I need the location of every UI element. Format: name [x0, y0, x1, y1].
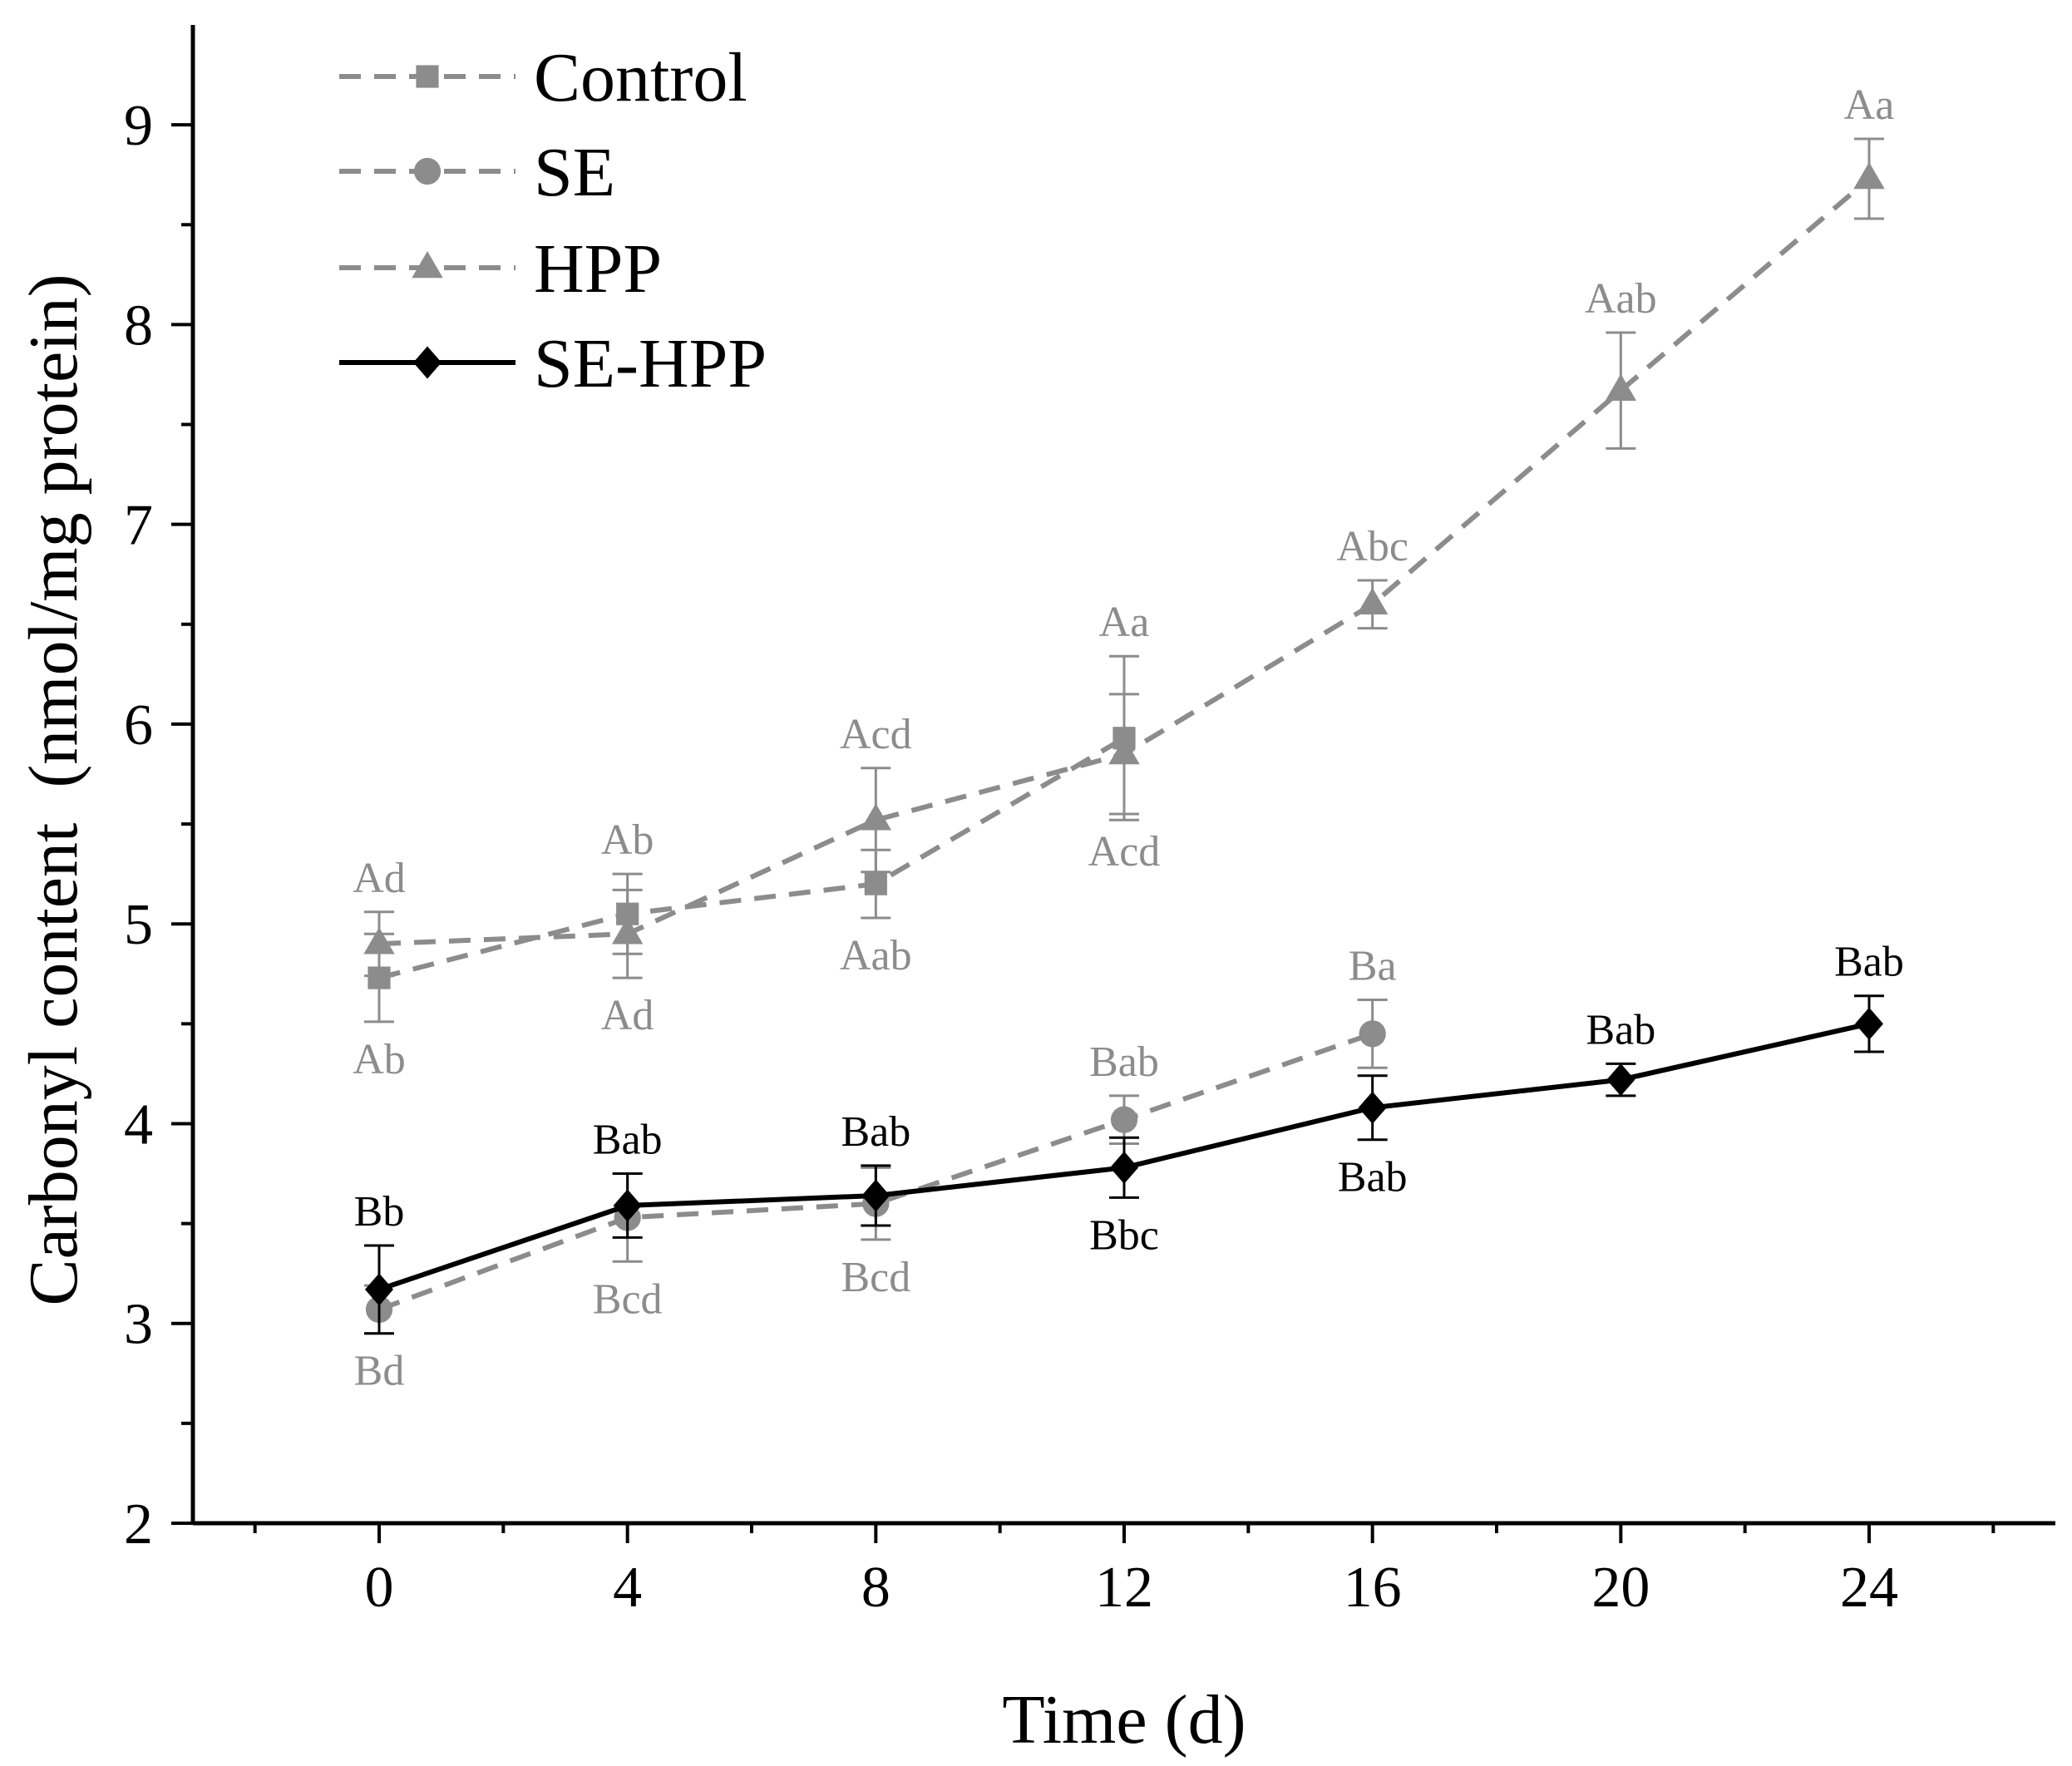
data-point: [363, 927, 395, 955]
legend-marker: [413, 157, 442, 185]
significance-label: Bbc: [1089, 1211, 1159, 1259]
significance-label: Bab: [1834, 939, 1904, 986]
series-hpp: [363, 137, 1885, 979]
data-point: [1359, 1020, 1386, 1048]
significance-label: Ab: [353, 1036, 406, 1083]
series-se-hpp: [364, 994, 1884, 1335]
data-point: [864, 872, 887, 895]
series-control: [364, 654, 1139, 1024]
significance-label: Acd: [1088, 828, 1161, 876]
x-tick-label: 20: [1591, 1556, 1650, 1620]
axes: 0 4 8 12 16 20 24 2 3 4 5 6 7 8 9: [124, 25, 2055, 1620]
legend: Control SE HPP SE-HPP: [339, 39, 767, 402]
y-tick-label: 3: [124, 1293, 153, 1357]
significance-label: Bab: [1586, 1006, 1655, 1053]
significance-label: Bcd: [593, 1275, 663, 1323]
legend-item-control: Control: [339, 39, 747, 116]
data-point: [611, 917, 644, 945]
y-tick-label: 8: [124, 294, 153, 358]
significance-label: Aab: [1585, 275, 1657, 323]
significance-label: Aab: [840, 932, 912, 979]
significance-labels: Ab Ab Aab Aa Bd Bcd Bcd Bab Ba Ad Ad Acd Acd Abc Aab Aa…: [353, 81, 1904, 1395]
x-tick-label: 24: [1840, 1556, 1898, 1620]
significance-label: Bab: [1089, 1038, 1159, 1086]
significance-label: Ba: [1349, 943, 1397, 990]
data-point: [1358, 1091, 1387, 1124]
y-tick-label: 5: [124, 893, 153, 957]
significance-label: Ad: [601, 992, 654, 1039]
y-tick-label: 7: [124, 494, 153, 558]
legend-item-se: SE: [339, 134, 615, 211]
legend-marker: [413, 346, 442, 379]
legend-label: SE-HPP: [534, 325, 767, 402]
series-layer: [363, 137, 1885, 1335]
x-axis-title: Time (d): [1002, 1681, 1246, 1759]
data-point: [1108, 737, 1140, 765]
legend-item-se-hpp: SE-HPP: [339, 325, 767, 402]
y-tick-label: 4: [124, 1093, 153, 1157]
data-point: [365, 1273, 393, 1306]
significance-label: Bab: [841, 1108, 910, 1156]
data-point: [613, 1189, 642, 1222]
data-point: [1110, 1106, 1138, 1133]
legend-label: SE: [534, 134, 615, 211]
data-point: [1853, 161, 1885, 190]
significance-label: Ad: [353, 855, 406, 902]
data-point: [860, 803, 892, 831]
significance-label: Ab: [601, 816, 654, 864]
significance-label: Abc: [1336, 523, 1408, 570]
legend-label: HPP: [534, 230, 662, 308]
legend-marker: [416, 65, 439, 88]
y-axis-title: Carbonyl content (nmol/mg protein): [15, 274, 92, 1305]
legend-label: Control: [534, 39, 747, 116]
x-tick-label: 8: [861, 1556, 890, 1620]
significance-label: Aa: [1099, 599, 1150, 646]
x-tick-label: 12: [1095, 1556, 1153, 1620]
x-tick-label: 0: [365, 1556, 394, 1620]
legend-marker: [412, 250, 443, 279]
data-point: [1855, 1007, 1883, 1040]
significance-label: Aa: [1844, 81, 1895, 129]
legend-item-hpp: HPP: [339, 230, 662, 308]
y-tick-label: 2: [124, 1492, 153, 1556]
data-point: [861, 1179, 890, 1212]
data-point: [1605, 373, 1637, 401]
data-point: [1356, 587, 1389, 615]
x-tick-label: 4: [613, 1556, 642, 1620]
data-point: [1606, 1063, 1635, 1097]
significance-label: Bcd: [841, 1254, 910, 1301]
significance-label: Bd: [354, 1348, 405, 1395]
significance-label: Acd: [840, 711, 912, 758]
significance-label: Bb: [354, 1188, 405, 1236]
y-tick-label: 6: [124, 693, 153, 757]
data-point: [1110, 1151, 1138, 1184]
significance-label: Bab: [1338, 1154, 1408, 1201]
series-line: [377, 1031, 1374, 1312]
x-tick-label: 16: [1344, 1556, 1402, 1620]
series-line: [378, 736, 1126, 980]
y-tick-label: 9: [124, 94, 153, 158]
significance-label: Bab: [593, 1117, 663, 1164]
